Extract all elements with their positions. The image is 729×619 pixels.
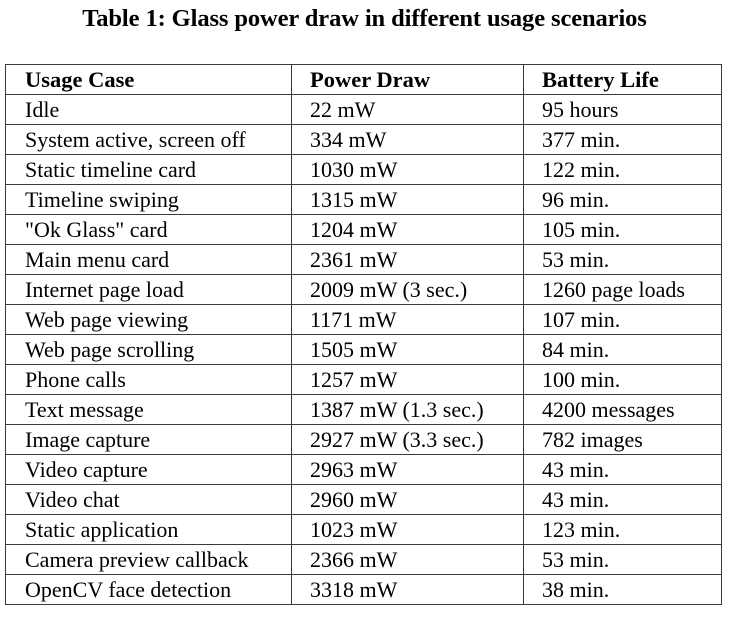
power-draw-cell: 334 mW <box>291 124 524 155</box>
usage-case-cell: Image capture <box>5 424 292 455</box>
power-draw-cell: 22 mW <box>291 94 524 125</box>
column-header-battery-life: Battery Life <box>523 64 722 95</box>
battery-life-cell: 1260 page loads <box>523 274 722 305</box>
table-row: Image capture 2927 mW (3.3 sec.) 782 ima… <box>5 424 722 455</box>
battery-life-cell: 38 min. <box>523 574 722 605</box>
battery-life-cell: 43 min. <box>523 484 722 515</box>
usage-case-cell: "Ok Glass" card <box>5 214 292 245</box>
table-row: "Ok Glass" card 1204 mW 105 min. <box>5 214 722 245</box>
power-draw-cell: 2009 mW (3 sec.) <box>291 274 524 305</box>
table-row: Timeline swiping 1315 mW 96 min. <box>5 184 722 215</box>
power-draw-cell: 1315 mW <box>291 184 524 215</box>
power-draw-cell: 1257 mW <box>291 364 524 395</box>
battery-life-cell: 377 min. <box>523 124 722 155</box>
usage-case-cell: Web page viewing <box>5 304 292 335</box>
usage-case-cell: Video capture <box>5 454 292 485</box>
column-header-power-draw: Power Draw <box>291 64 524 95</box>
table-row: Static application 1023 mW 123 min. <box>5 514 722 545</box>
usage-case-cell: Static application <box>5 514 292 545</box>
battery-life-cell: 96 min. <box>523 184 722 215</box>
table-row: Web page scrolling 1505 mW 84 min. <box>5 334 722 365</box>
battery-life-cell: 100 min. <box>523 364 722 395</box>
power-draw-cell: 2366 mW <box>291 544 524 575</box>
power-draw-cell: 2960 mW <box>291 484 524 515</box>
table-row: Web page viewing 1171 mW 107 min. <box>5 304 722 335</box>
table-row: Camera preview callback 2366 mW 53 min. <box>5 544 722 575</box>
battery-life-cell: 107 min. <box>523 304 722 335</box>
battery-life-cell: 53 min. <box>523 244 722 275</box>
power-draw-cell: 1023 mW <box>291 514 524 545</box>
usage-case-cell: System active, screen off <box>5 124 292 155</box>
battery-life-cell: 122 min. <box>523 154 722 185</box>
power-draw-cell: 2927 mW (3.3 sec.) <box>291 424 524 455</box>
power-draw-cell: 1204 mW <box>291 214 524 245</box>
usage-case-cell: Static timeline card <box>5 154 292 185</box>
table-row: Main menu card 2361 mW 53 min. <box>5 244 722 275</box>
power-draw-cell: 1387 mW (1.3 sec.) <box>291 394 524 425</box>
table-row: Video capture 2963 mW 43 min. <box>5 454 722 485</box>
table-row: System active, screen off 334 mW 377 min… <box>5 124 722 155</box>
battery-life-cell: 95 hours <box>523 94 722 125</box>
table-row: Video chat 2960 mW 43 min. <box>5 484 722 515</box>
table-row: OpenCV face detection 3318 mW 38 min. <box>5 574 722 605</box>
usage-case-cell: Idle <box>5 94 292 125</box>
usage-case-cell: Video chat <box>5 484 292 515</box>
battery-life-cell: 84 min. <box>523 334 722 365</box>
usage-case-cell: Web page scrolling <box>5 334 292 365</box>
usage-case-cell: OpenCV face detection <box>5 574 292 605</box>
battery-life-cell: 105 min. <box>523 214 722 245</box>
battery-life-cell: 4200 messages <box>523 394 722 425</box>
battery-life-cell: 782 images <box>523 424 722 455</box>
table-row: Phone calls 1257 mW 100 min. <box>5 364 722 395</box>
usage-case-cell: Main menu card <box>5 244 292 275</box>
power-draw-cell: 1505 mW <box>291 334 524 365</box>
power-draw-cell: 1171 mW <box>291 304 524 335</box>
table-caption: Table 1: Glass power draw in different u… <box>82 5 647 32</box>
column-header-usage-case: Usage Case <box>5 64 292 95</box>
battery-life-cell: 123 min. <box>523 514 722 545</box>
usage-case-cell: Phone calls <box>5 364 292 395</box>
battery-life-cell: 53 min. <box>523 544 722 575</box>
power-draw-cell: 1030 mW <box>291 154 524 185</box>
usage-case-cell: Text message <box>5 394 292 425</box>
table-row: Text message 1387 mW (1.3 sec.) 4200 mes… <box>5 394 722 425</box>
power-draw-cell: 2963 mW <box>291 454 524 485</box>
table-header-row: Usage Case Power Draw Battery Life <box>5 64 722 95</box>
usage-case-cell: Timeline swiping <box>5 184 292 215</box>
usage-case-cell: Internet page load <box>5 274 292 305</box>
power-draw-cell: 3318 mW <box>291 574 524 605</box>
battery-life-cell: 43 min. <box>523 454 722 485</box>
power-draw-table: Usage Case Power Draw Battery Life Idle … <box>5 64 722 605</box>
power-draw-cell: 2361 mW <box>291 244 524 275</box>
table-row: Idle 22 mW 95 hours <box>5 94 722 125</box>
usage-case-cell: Camera preview callback <box>5 544 292 575</box>
table-row: Static timeline card 1030 mW 122 min. <box>5 154 722 185</box>
table-row: Internet page load 2009 mW (3 sec.) 1260… <box>5 274 722 305</box>
